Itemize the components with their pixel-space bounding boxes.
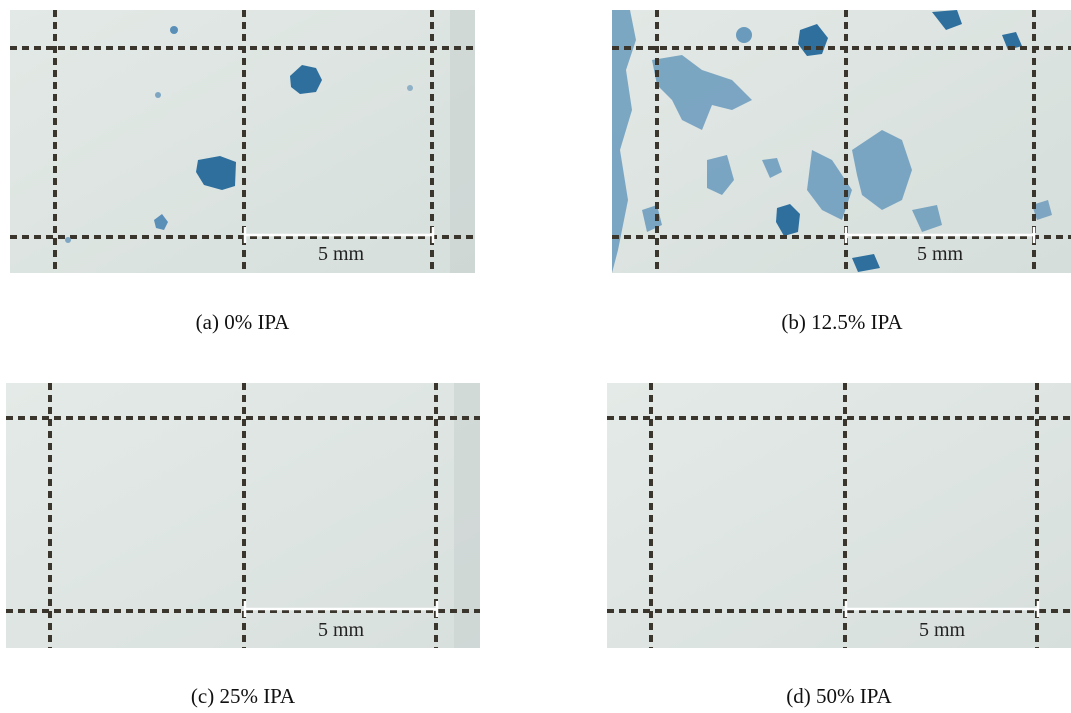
scale-bar-label: 5 mm <box>919 619 966 641</box>
scale-bar-label: 5 mm <box>318 619 365 641</box>
grid-lines <box>607 383 1071 648</box>
scale-bar <box>844 601 1040 617</box>
caption-panel-b: (b) 12.5% IPA <box>781 310 903 334</box>
photo-panel-d: 5 mm <box>607 383 1071 648</box>
photo-panel-b: 5 mm <box>612 10 1071 273</box>
scale-bar-label: 5 mm <box>917 243 964 265</box>
photo-a-image <box>10 10 475 273</box>
stains <box>65 26 413 243</box>
photo-d-image <box>607 383 1071 648</box>
scale-bar <box>844 227 1036 243</box>
photo-c-image <box>6 383 480 648</box>
stains <box>612 10 942 273</box>
photo-panel-c: 5 mm <box>6 383 480 648</box>
photo-panel-a: 5 mm <box>10 10 475 273</box>
caption-panel-a: (a) 0% IPA <box>195 310 290 334</box>
scale-bar-label: 5 mm <box>318 243 365 265</box>
caption-panel-c: (c) 25% IPA <box>190 684 296 708</box>
scale-bar <box>243 227 435 243</box>
scale-bar <box>243 601 439 617</box>
caption-panel-d: (d) 50% IPA <box>786 684 892 708</box>
photo-b-image <box>612 10 1071 273</box>
